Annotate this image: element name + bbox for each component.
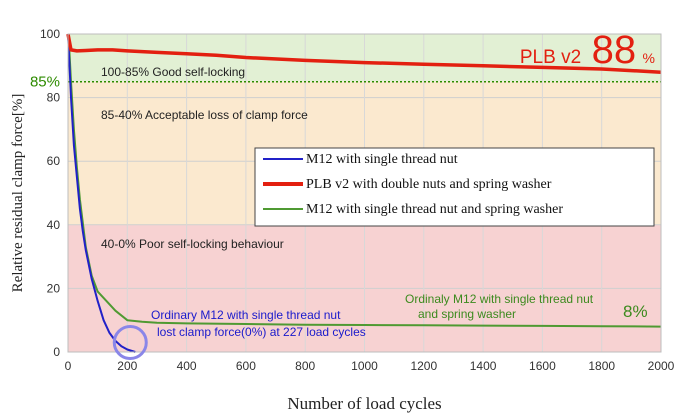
single-nut-annotation-line2: lost clamp force(0%) at 227 load cycles	[157, 325, 366, 339]
zone-label-poor: 40-0% Poor self-locking behaviour	[101, 237, 284, 251]
washer-annotation-line2: and spring washer	[418, 307, 516, 321]
x-tick-label: 0	[65, 359, 72, 373]
reference-label-85: 85%	[30, 74, 60, 91]
y-tick-labels: 0 20 40 60 80 100	[40, 27, 60, 359]
y-tick-label: 100	[40, 27, 60, 41]
x-tick-label: 1000	[351, 359, 378, 373]
y-tick-label: 60	[47, 154, 61, 168]
legend-label-plb: PLB v2 with double nuts and spring washe…	[306, 177, 552, 192]
plb-annotation-value: 88	[592, 28, 637, 72]
washer-annotation-value: 8%	[623, 302, 648, 321]
plot-frame	[67, 33, 662, 353]
washer-annotation-line1: Ordinaly M12 with single thread nut	[405, 292, 594, 306]
x-tick-label: 200	[117, 359, 137, 373]
series-line-1	[66, 33, 662, 74]
y-tick-label: 0	[53, 345, 60, 359]
plb-annotation-label: PLB v2	[520, 47, 581, 68]
zone-label-good: 100-85% Good self-locking	[101, 65, 245, 79]
plb-annotation-unit: %	[643, 50, 655, 66]
x-tick-label: 800	[295, 359, 315, 373]
x-tick-label: 600	[236, 359, 256, 373]
x-tick-label: 1600	[529, 359, 556, 373]
series-layer	[66, 33, 662, 353]
legend-label-spring-washer: M12 with single thread nut and spring wa…	[306, 202, 563, 217]
single-nut-failure-circle	[112, 324, 148, 360]
zone-label-acceptable: 85-40% Acceptable loss of clamp force	[101, 108, 308, 122]
legend-label-single-nut: M12 with single thread nut	[306, 152, 458, 167]
legend-box	[254, 147, 655, 227]
x-axis-title: Number of load cycles	[287, 394, 441, 413]
x-tick-label: 400	[177, 359, 197, 373]
y-tick-label: 80	[47, 91, 61, 105]
legend: M12 with single thread nut PLB v2 with d…	[254, 147, 655, 227]
single-nut-annotation-line1: Ordinary M12 with single thread nut	[151, 308, 341, 322]
y-tick-label: 40	[47, 218, 61, 232]
x-tick-label: 1200	[410, 359, 437, 373]
series-line-0	[67, 33, 136, 353]
x-tick-label: 2000	[648, 359, 675, 373]
x-tick-label: 1400	[470, 359, 497, 373]
x-tick-label: 1800	[588, 359, 615, 373]
plb-annotation: PLB v2 88 %	[520, 28, 655, 72]
y-axis-title: Relative residual clamp force[%]	[10, 94, 26, 293]
x-tick-labels: 0 200 400 600 800 1000 1200 1400 1600 1800 2000	[65, 359, 675, 373]
series-line-2	[67, 33, 662, 328]
y-tick-label: 20	[47, 281, 61, 295]
